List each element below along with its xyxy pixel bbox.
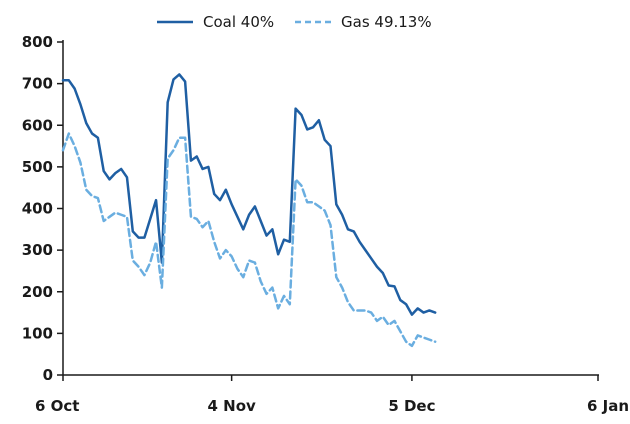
y-tick-label: 400	[22, 200, 53, 218]
y-tick-label: 100	[22, 324, 53, 342]
x-tick-label: 6 Jan	[587, 397, 629, 415]
y-tick-label: 200	[22, 283, 53, 301]
series-line-coal	[61, 73, 437, 316]
series-line-gas	[61, 132, 437, 348]
y-tick-label: 600	[22, 116, 53, 134]
y-tick-label: 300	[22, 241, 53, 259]
legend: Coal 40% Gas 49.13%	[157, 13, 432, 31]
legend-label-gas: Gas 49.13%	[341, 13, 432, 31]
y-tick-label: 500	[22, 158, 53, 176]
y-tick-label: 800	[22, 33, 53, 51]
series-layer	[61, 73, 437, 348]
axes: 0 100 200 300 400 500 600 700 800 6 Oct 4 Nov 5 Dec…	[22, 33, 629, 415]
x-tick-label: 5 Dec	[388, 397, 435, 415]
legend-label-coal: Coal 40%	[203, 13, 274, 31]
x-tick-label: 6 Oct	[35, 397, 79, 415]
y-tick-label: 700	[22, 75, 53, 93]
x-tick-label: 4 Nov	[207, 397, 256, 415]
y-tick-label: 0	[43, 366, 53, 384]
